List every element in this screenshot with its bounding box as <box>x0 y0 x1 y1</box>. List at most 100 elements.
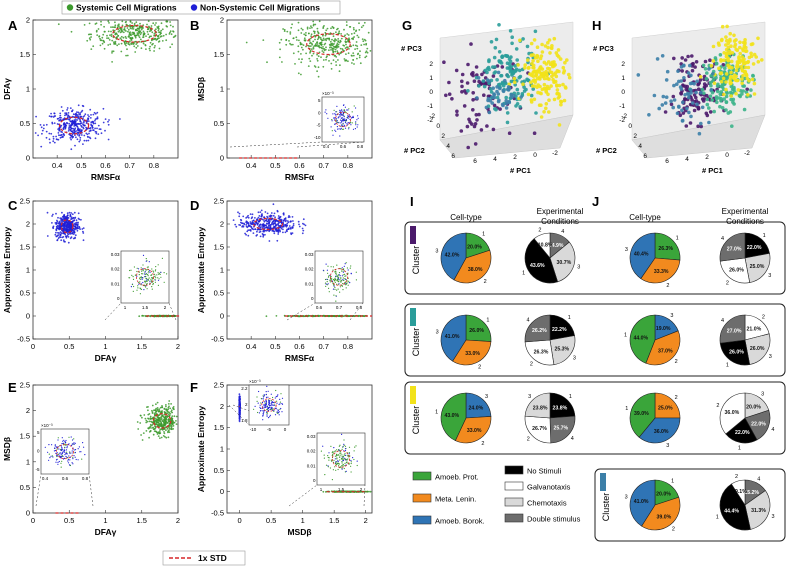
data-point <box>60 239 63 242</box>
inset-point <box>65 443 67 445</box>
inset-point <box>61 460 63 462</box>
data-point <box>67 226 70 229</box>
pca-point <box>487 110 492 115</box>
pca-point <box>740 92 744 96</box>
data-point <box>330 43 333 46</box>
y-tick-label: 0.5 <box>20 119 30 128</box>
inset-point <box>341 116 343 119</box>
data-point <box>139 38 142 41</box>
data-point <box>70 224 73 227</box>
data-point <box>316 41 318 44</box>
inset-point <box>345 470 347 472</box>
x-tick-label: 2 <box>176 516 180 525</box>
pca-point <box>708 58 712 62</box>
y-tick-label: 0 <box>220 312 224 321</box>
data-point <box>74 127 77 130</box>
data-point <box>116 44 119 47</box>
pc3-tick-label: 1 <box>429 75 433 82</box>
inset-point <box>338 114 341 116</box>
pca-point <box>498 107 502 111</box>
data-point <box>69 214 72 217</box>
data-point <box>69 107 72 109</box>
pca-point <box>716 82 720 87</box>
inset-point <box>145 286 147 288</box>
data-point <box>54 222 57 224</box>
data-point <box>165 405 167 408</box>
inset-point <box>279 403 281 405</box>
data-point <box>340 33 342 35</box>
inset-point <box>341 109 343 111</box>
pca-point <box>722 97 726 101</box>
data-point <box>277 233 280 235</box>
pca-point <box>700 97 705 101</box>
data-point <box>311 26 313 29</box>
pca-point <box>534 111 538 115</box>
pca-point <box>557 83 562 88</box>
inset-point <box>139 288 142 290</box>
pca-point <box>510 95 514 100</box>
inset-x-tick-label: 2 <box>360 487 363 492</box>
inset-point <box>341 113 343 115</box>
data-point <box>272 220 274 223</box>
inset-point <box>334 271 336 273</box>
data-point <box>335 56 338 58</box>
inset-point <box>280 407 282 410</box>
inset-point <box>348 126 350 129</box>
data-point <box>49 141 51 144</box>
data-point <box>136 45 139 47</box>
data-point <box>297 29 300 32</box>
data-point <box>337 40 340 43</box>
data-point <box>109 34 111 37</box>
inset-point <box>346 458 348 460</box>
pca-point <box>481 79 486 83</box>
inset-x-tick-label: 1 <box>124 305 127 310</box>
panel-letter: G <box>402 18 412 33</box>
inset-point <box>350 459 352 462</box>
inset-point <box>332 454 334 456</box>
inset-point <box>256 400 258 402</box>
data-point <box>159 428 162 431</box>
pca-point <box>534 73 538 77</box>
pca-point <box>523 66 527 70</box>
data-point <box>162 419 165 421</box>
data-point <box>168 414 171 417</box>
zoom-line <box>296 141 365 148</box>
data-point <box>97 28 100 30</box>
data-point <box>314 23 317 26</box>
inset-x-tick-label: 0.6 <box>316 305 323 310</box>
inset-point <box>265 402 268 404</box>
pca-point <box>466 62 470 67</box>
pca-point <box>683 58 688 62</box>
pca-point <box>488 98 493 103</box>
inset-point <box>263 411 265 413</box>
data-point <box>66 212 69 215</box>
std-ellipse <box>252 217 284 231</box>
data-point <box>92 45 95 48</box>
inset-point <box>146 282 148 285</box>
pca-point <box>540 87 545 92</box>
inset-point <box>148 270 150 272</box>
inset-point <box>342 457 344 459</box>
inset-point <box>134 274 136 276</box>
data-point <box>70 138 72 141</box>
inset-point <box>327 265 329 267</box>
inset-point <box>335 114 337 116</box>
pca-point <box>722 82 726 87</box>
data-point <box>301 232 304 235</box>
pca-point <box>504 101 509 106</box>
data-point <box>316 30 319 33</box>
data-point <box>274 219 277 222</box>
data-point <box>245 225 248 228</box>
data-point <box>347 34 350 36</box>
inset-point <box>75 458 77 461</box>
data-point <box>172 30 175 33</box>
data-point <box>301 227 304 230</box>
data-point <box>238 402 241 404</box>
data-point <box>77 217 80 220</box>
data-point <box>70 212 73 214</box>
data-point <box>69 237 72 240</box>
data-point <box>353 63 355 65</box>
inset-point <box>341 267 343 269</box>
x-tick-label: 1 <box>301 516 305 525</box>
data-point <box>40 145 43 148</box>
